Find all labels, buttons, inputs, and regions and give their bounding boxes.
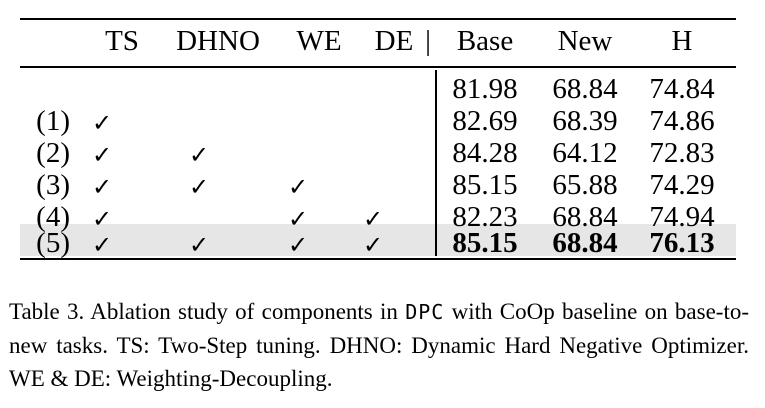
check-icon: ✓ [188, 141, 210, 169]
top-rule [20, 18, 736, 20]
row-label: (4) [36, 201, 70, 233]
caption-code: DPC [405, 300, 445, 324]
caption-text-1: Table 3. Ablation study of components in [9, 299, 406, 324]
check-icon: ✓ [287, 205, 309, 233]
check-icon: ✓ [188, 173, 210, 201]
cell-base: 81.98 [452, 73, 518, 105]
row-label: (5) [36, 227, 70, 259]
cell-base: 84.28 [452, 137, 518, 169]
cell-new: 68.39 [552, 105, 618, 137]
check-icon: ✓ [188, 231, 210, 259]
header-separator: | [425, 25, 431, 57]
check-icon: ✓ [91, 205, 113, 233]
header-base: Base [456, 25, 514, 57]
header-h: H [671, 25, 693, 57]
highlighted-row-background [20, 224, 736, 256]
table-caption: Table 3. Ablation study of components in… [9, 295, 749, 395]
cell-new: 64.12 [552, 137, 618, 169]
header-ts: TS [105, 25, 139, 57]
check-icon: ✓ [362, 205, 384, 233]
caption-text-2: with CoOp baseline on base-to-new tasks.… [9, 299, 749, 391]
cell-h: 74.94 [649, 201, 715, 233]
header-dhno: DHNO [176, 25, 260, 57]
cell-base: 82.23 [452, 201, 518, 233]
header-new: New [557, 25, 613, 57]
cell-h: 74.29 [649, 169, 715, 201]
header-de: DE [374, 25, 414, 57]
check-icon: ✓ [91, 231, 113, 259]
header-rule [20, 66, 736, 68]
cell-base: 85.15 [452, 169, 518, 201]
cell-h: 76.13 [649, 227, 715, 259]
row-label: (2) [36, 137, 70, 169]
cell-h: 74.84 [649, 73, 715, 105]
check-icon: ✓ [91, 173, 113, 201]
row-label: (3) [36, 169, 70, 201]
cell-new: 68.84 [552, 73, 618, 105]
column-separator [435, 70, 437, 256]
header-we: WE [296, 25, 342, 57]
check-icon: ✓ [287, 231, 309, 259]
cell-new: 68.84 [552, 201, 618, 233]
cell-new: 65.88 [552, 169, 618, 201]
cell-base: 85.15 [452, 227, 518, 259]
bottom-rule [20, 258, 736, 260]
cell-h: 74.86 [649, 105, 715, 137]
cell-base: 82.69 [452, 105, 518, 137]
cell-new: 68.84 [552, 227, 618, 259]
cell-h: 72.83 [649, 137, 715, 169]
check-icon: ✓ [362, 231, 384, 259]
check-icon: ✓ [91, 141, 113, 169]
row-label: (1) [36, 105, 70, 137]
check-icon: ✓ [287, 173, 309, 201]
check-icon: ✓ [91, 109, 113, 137]
